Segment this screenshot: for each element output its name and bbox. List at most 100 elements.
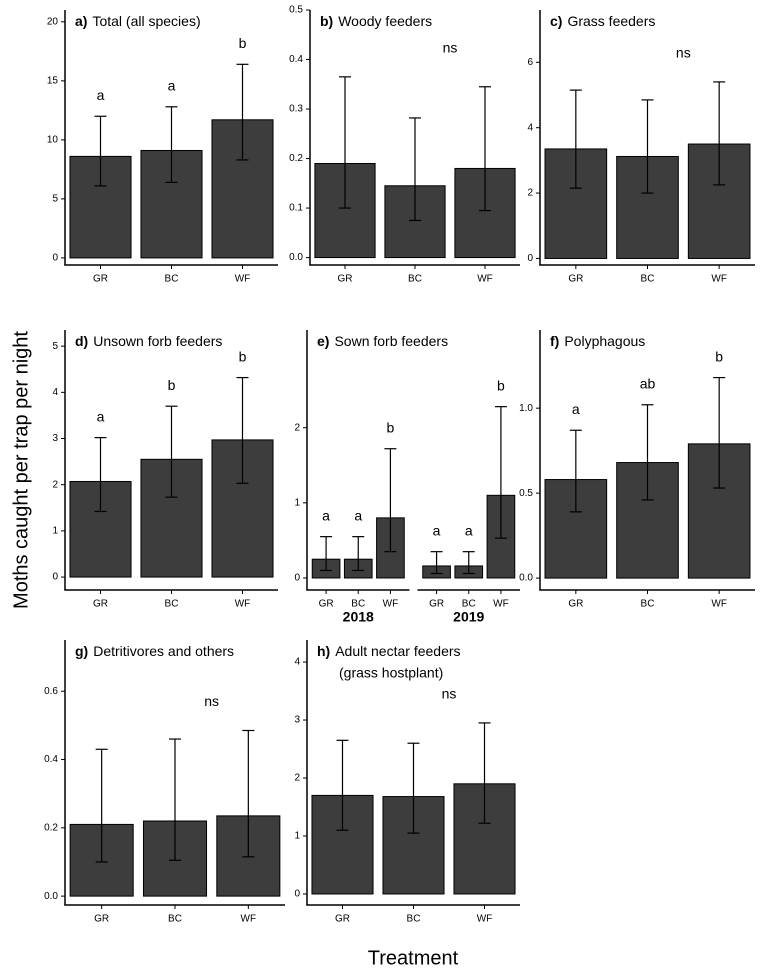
x-tick-label: GR	[338, 274, 353, 285]
y-tick-label: 20	[47, 16, 59, 27]
y-tick-label: 0.1	[289, 203, 303, 214]
significance-letter: a	[97, 87, 105, 103]
panel-label: h)	[317, 643, 330, 659]
title-text: Adult nectar feeders	[335, 643, 460, 659]
title-text: Woody feeders	[338, 13, 432, 29]
x-tick-label: WF	[235, 274, 251, 285]
y-tick-label: 2	[294, 422, 300, 433]
x-tick-label: WF	[711, 599, 727, 610]
significance-letter: a	[354, 507, 362, 523]
significance-letter: a	[168, 78, 176, 94]
significance-letter: b	[715, 348, 723, 364]
y-tick-label: 0.4	[289, 54, 303, 65]
chart-title: d) Unsown forb feeders	[75, 333, 222, 349]
chart-title: h) Adult nectar feeders	[317, 643, 461, 659]
significance-note: ns	[442, 686, 457, 702]
significance-letter: b	[168, 377, 176, 393]
significance-note: ns	[676, 45, 691, 61]
y-tick-label: 1	[52, 526, 58, 537]
significance-letter: b	[239, 35, 247, 51]
y-tick-label: 0.5	[519, 488, 533, 499]
y-tick-label: 0.2	[289, 153, 303, 164]
chart-title: g) Detritivores and others	[75, 643, 234, 659]
y-tick-label: 1.0	[519, 403, 533, 414]
chart-title-line: (grass hostplant)	[339, 665, 443, 681]
y-tick-label: 5	[52, 341, 58, 352]
x-tick-label: WF	[477, 274, 493, 285]
x-tick-label: GR	[429, 599, 444, 610]
panel-label: b)	[320, 13, 333, 29]
title-text: Total (all species)	[92, 13, 200, 29]
y-axis-title: Moths caught per trap per night	[10, 331, 32, 609]
significance-letter: a	[572, 401, 580, 417]
x-tick-label: GR	[335, 914, 350, 925]
y-tick-label: 2	[527, 188, 533, 199]
x-tick-label: WF	[383, 599, 399, 610]
x-tick-label: BC	[462, 599, 476, 610]
title-text: Polyphagous	[564, 333, 645, 349]
panel-label: d)	[75, 333, 88, 349]
title-text: Grass feeders	[567, 13, 655, 29]
significance-letter: b	[239, 348, 247, 364]
title-text: Detritivores and others	[93, 643, 234, 659]
y-tick-label: 0	[294, 889, 300, 900]
y-tick-label: 15	[47, 75, 59, 86]
title-text: Sown forb feeders	[334, 333, 448, 349]
x-tick-label: GR	[568, 599, 583, 610]
significance-letter: a	[465, 522, 473, 538]
y-tick-label: 0	[294, 573, 300, 584]
x-tick-label: GR	[93, 274, 108, 285]
group-label: 2018	[343, 609, 374, 625]
significance-note: ns	[443, 40, 458, 56]
x-tick-label: BC	[351, 599, 365, 610]
y-tick-label: 4	[52, 387, 58, 398]
x-tick-label: BC	[168, 914, 182, 925]
y-tick-label: 2	[294, 773, 300, 784]
y-tick-label: 3	[294, 715, 300, 726]
significance-note: ns	[204, 693, 219, 709]
y-tick-label: 2	[52, 479, 58, 490]
x-tick-label: GR	[568, 274, 583, 285]
significance-letter: ab	[640, 375, 656, 391]
chart-title: c) Grass feeders	[550, 13, 655, 29]
panel-label: a)	[75, 13, 87, 29]
y-tick-label: 0	[527, 253, 533, 264]
y-tick-label: 1	[294, 831, 300, 842]
chart-title: b) Woody feeders	[320, 13, 432, 29]
y-tick-label: 0.6	[44, 686, 58, 697]
significance-letter: b	[497, 377, 505, 393]
x-tick-label: GR	[93, 599, 108, 610]
x-tick-label: WF	[241, 914, 257, 925]
bar	[454, 167, 516, 259]
bar	[453, 783, 516, 895]
y-tick-label: 0.0	[519, 573, 533, 584]
x-tick-label: BC	[407, 914, 421, 925]
y-tick-label: 0.0	[289, 252, 303, 263]
title-text: Unsown forb feeders	[93, 333, 222, 349]
y-tick-label: 1	[294, 497, 300, 508]
significance-letter: a	[433, 522, 441, 538]
chart-title: a) Total (all species)	[75, 13, 201, 29]
chart-title: f) Polyphagous	[550, 333, 645, 349]
x-tick-label: WF	[493, 599, 509, 610]
y-tick-label: 5	[52, 194, 58, 205]
y-tick-label: 0.5	[289, 5, 303, 16]
x-tick-label: BC	[165, 599, 179, 610]
significance-letter: a	[97, 408, 105, 424]
y-tick-label: 4	[294, 657, 300, 668]
x-tick-label: WF	[711, 274, 727, 285]
y-tick-label: 3	[52, 433, 58, 444]
y-tick-label: 0	[52, 572, 58, 583]
x-tick-label: GR	[94, 914, 109, 925]
group-label: 2019	[453, 609, 484, 625]
x-tick-label: BC	[641, 599, 655, 610]
significance-letter: b	[387, 419, 395, 435]
x-tick-label: WF	[477, 914, 493, 925]
x-axis-title: Treatment	[368, 947, 459, 969]
x-tick-label: GR	[319, 599, 334, 610]
y-tick-label: 0.4	[44, 754, 58, 765]
y-tick-label: 4	[527, 122, 533, 133]
y-tick-label: 6	[527, 57, 533, 68]
